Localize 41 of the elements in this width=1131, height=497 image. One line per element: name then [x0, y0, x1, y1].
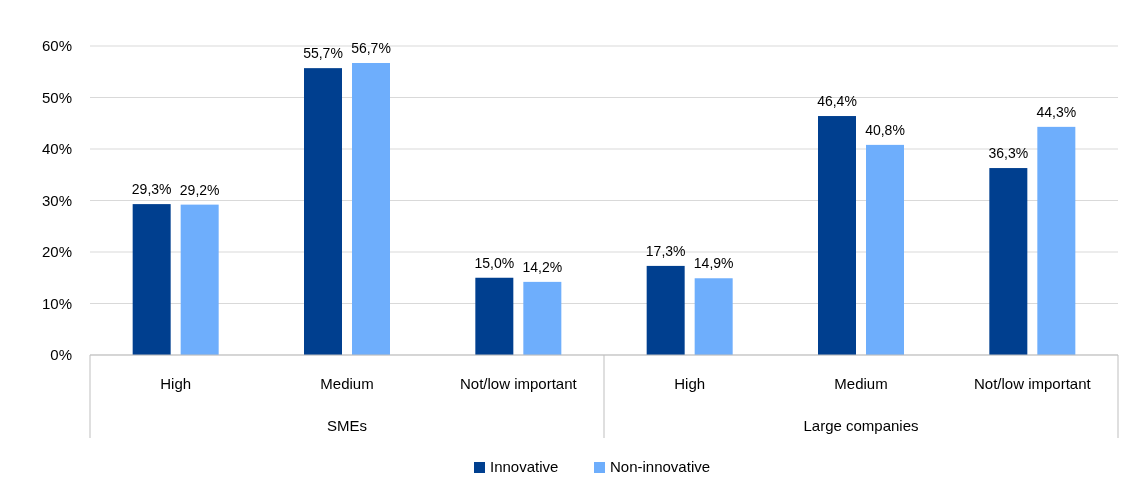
y-tick-label: 40%: [41, 140, 72, 157]
data-label: 14,2%: [522, 258, 563, 275]
x-tick-label: Not/low important: [973, 375, 1092, 392]
bar: [818, 116, 856, 355]
bar: [352, 63, 390, 355]
x-tick-label: High: [674, 375, 706, 392]
data-label: 17,3%: [645, 242, 686, 259]
bar: [132, 204, 171, 355]
data-label: 40,8%: [865, 121, 905, 138]
x-tick-label: Medium: [320, 375, 374, 392]
bar: [646, 265, 685, 355]
y-tick-label: 50%: [41, 88, 72, 106]
bar: [989, 168, 1028, 355]
x-tick-label: High: [160, 375, 192, 392]
data-label: 55,7%: [303, 45, 343, 62]
bar: [1037, 126, 1076, 355]
text: SMEs: [326, 417, 368, 434]
bar: [475, 277, 514, 355]
legend-label: Non-innovative: [610, 458, 711, 475]
y-tick-label: 10%: [41, 294, 72, 312]
bar: [523, 281, 562, 355]
data-label: 36,3%: [988, 145, 1029, 162]
bar: [694, 278, 733, 355]
data-label: 29,2%: [179, 181, 220, 198]
y-tick-label: 20%: [41, 243, 72, 260]
bar: [180, 204, 219, 355]
x-tick-label: Medium: [834, 375, 888, 392]
y-tick-label: 30%: [41, 191, 72, 209]
text: Large companies: [803, 417, 919, 434]
data-label: 44,3%: [1036, 103, 1077, 120]
bar: [866, 144, 904, 355]
y-tick-label: 0%: [50, 346, 72, 363]
data-label: 46,4%: [817, 93, 857, 110]
data-label: 56,7%: [351, 39, 391, 56]
x-tick-label: Not/low important: [459, 375, 578, 392]
data-label: 15,0%: [474, 254, 515, 271]
data-label: 14,9%: [693, 255, 734, 272]
y-tick-label: 60%: [41, 37, 72, 54]
legend-label: Innovative: [490, 458, 559, 475]
data-label: 29,3%: [131, 181, 172, 198]
bar: [304, 68, 342, 355]
